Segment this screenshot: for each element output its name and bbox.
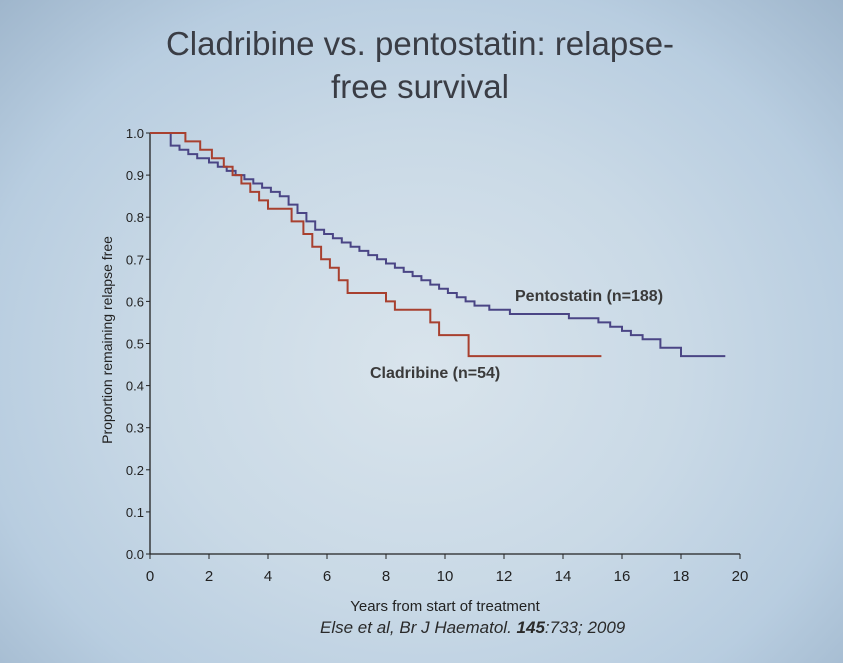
- x-tick-label: 4: [264, 568, 272, 585]
- x-tick-label: 6: [323, 568, 331, 585]
- x-tick-label: 16: [614, 568, 631, 585]
- y-tick-label: 0.3: [126, 421, 144, 436]
- x-tick-label: 14: [555, 568, 572, 585]
- chart-axes: [149, 133, 740, 555]
- series-label-cladribine: Cladribine (n=54): [370, 365, 500, 382]
- y-tick-label: 0.2: [126, 463, 144, 478]
- cladribine-curve: [150, 132, 602, 358]
- y-tick-label: 1.0: [126, 126, 144, 141]
- slide-title-line-1: Cladribine vs. pentostatin: relapse-: [165, 25, 675, 62]
- y-tick-label: 0.8: [126, 210, 144, 225]
- x-axis-ticks: 0 2 4 6 8 10 12 14 16 18 20: [146, 554, 749, 585]
- citation-authors: Else et al, Br J Haematol.: [320, 618, 517, 637]
- x-tick-label: 0: [146, 568, 154, 585]
- y-tick-label: 0.9: [126, 168, 144, 183]
- slide-title: Cladribine vs. pentostatin: relapse- fre…: [60, 22, 780, 108]
- y-tick-label: 0.6: [126, 294, 144, 309]
- x-tick-label: 10: [437, 568, 454, 585]
- citation-volume: 145: [516, 618, 545, 637]
- x-tick-label: 18: [673, 568, 690, 585]
- y-tick-label: 0.0: [126, 547, 144, 562]
- x-tick-label: 8: [382, 568, 390, 585]
- slide-title-line-2: free survival: [331, 68, 509, 105]
- pentostatin-curve: [150, 132, 726, 358]
- y-axis-label: Proportion remaining relapse free: [99, 236, 115, 444]
- y-axis-ticks: 0.0 0.1 0.2 0.3 0.4 0.5 0.6 0.7 0.8 0.9 1.0: [126, 126, 150, 562]
- citation: Else et al, Br J Haematol. 145:733; 2009: [320, 618, 625, 638]
- x-tick-label: 12: [496, 568, 513, 585]
- x-tick-label: 20: [732, 568, 749, 585]
- y-tick-label: 0.5: [126, 337, 144, 352]
- y-tick-label: 0.7: [126, 252, 144, 267]
- citation-pages-year: :733; 2009: [544, 618, 626, 637]
- chart-series: [150, 132, 726, 358]
- x-tick-label: 2: [205, 568, 213, 585]
- x-axis-label: Years from start of treatment: [350, 598, 540, 615]
- y-tick-label: 0.4: [126, 379, 144, 394]
- series-label-pentostatin: Pentostatin (n=188): [515, 288, 663, 305]
- y-tick-label: 0.1: [126, 505, 144, 520]
